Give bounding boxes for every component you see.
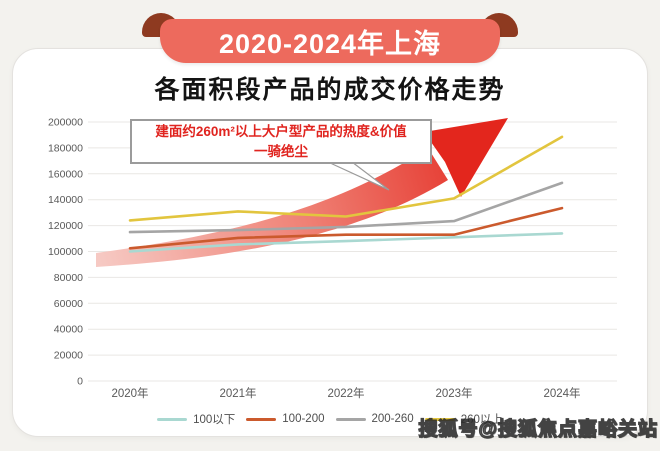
y-tick-label: 0 (77, 376, 83, 388)
series-line-260以上 (128, 135, 564, 222)
series-line-100-200 (128, 206, 564, 250)
banner-title: 2020-2024年上海 (218, 28, 442, 59)
legend-label: 260以上 (460, 414, 503, 426)
y-tick-label: 180000 (48, 142, 83, 154)
y-tick-label: 120000 (48, 220, 83, 232)
annotation-line-1: 建面约260m²以上大户型产品的热度&价值 (155, 123, 407, 139)
series-lines (128, 135, 564, 253)
chart-legend: 100以下 100-200 200-260 260以上 (0, 411, 660, 427)
legend-label: 100以下 (193, 414, 236, 426)
annotation-line-2: 一骑绝尘 (254, 143, 308, 159)
x-tick-label: 2020年 (111, 386, 148, 400)
legend-swatch-icon (246, 417, 277, 421)
x-tick-label: 2024年 (543, 386, 580, 400)
y-tick-label: 200000 (48, 117, 83, 129)
y-tick-label: 140000 (48, 194, 83, 206)
legend-swatch-icon (424, 417, 455, 421)
legend-item-200-260: 200-260 (335, 413, 414, 425)
legend-item-260以上: 260以上 (424, 411, 503, 427)
series-line-100以下 (128, 232, 564, 253)
y-tick-label: 100000 (48, 246, 83, 258)
y-tick-label: 60000 (54, 298, 83, 310)
legend-item-100以下: 100以下 (157, 411, 235, 427)
legend-label: 100-200 (282, 413, 325, 425)
legend-swatch-icon (335, 417, 366, 421)
x-tick-label: 2022年 (327, 386, 364, 400)
x-tick-label: 2021年 (219, 386, 256, 400)
series-line-200-260 (128, 181, 564, 234)
legend-label: 200-260 (371, 413, 414, 425)
y-tick-label: 20000 (54, 350, 83, 362)
ribbon-banner: 2020-2024年上海 (160, 19, 500, 63)
legend-item-100-200: 100-200 (246, 413, 325, 425)
trend-arrow-head-icon (424, 118, 508, 197)
legend-swatch-icon (157, 417, 188, 421)
x-tick-label: 2023年 (435, 386, 472, 400)
y-axis-tick-labels: 0 20000 40000 60000 80000 100000 120000 140000 1… (48, 117, 83, 388)
page-title: 各面积段产品的成交价格走势 (154, 76, 506, 104)
x-axis-tick-labels: 2020年 2021年 2022年 2023年 2024年 (111, 386, 580, 400)
y-tick-label: 160000 (48, 168, 83, 180)
y-tick-label: 40000 (54, 324, 83, 336)
y-tick-label: 80000 (54, 272, 83, 284)
watermark: 搜狐号@搜狐焦点嘉峪关站 (418, 418, 658, 440)
annotation-box: 建面约260m²以上大户型产品的热度&价值 一骑绝尘 (130, 119, 432, 164)
